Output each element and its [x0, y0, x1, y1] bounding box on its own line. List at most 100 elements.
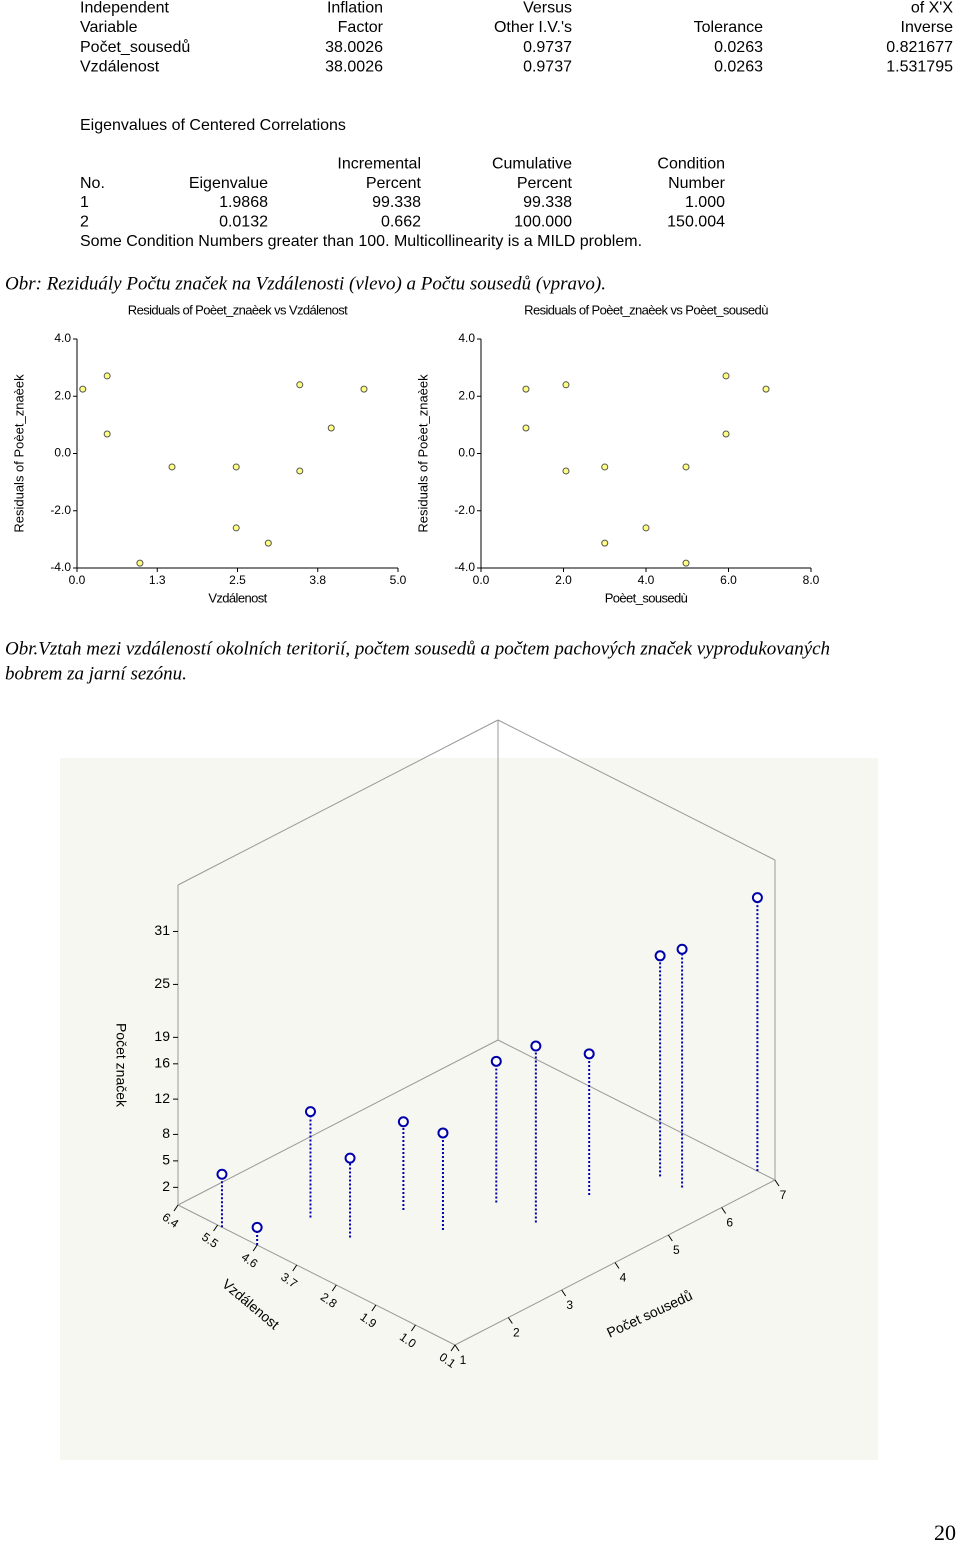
- tick-mark: [213, 1224, 218, 1232]
- column-header: Versus: [523, 0, 572, 17]
- column-header: Number: [668, 175, 726, 192]
- column-header: Incremental: [337, 156, 421, 173]
- table-cell: 38.0026: [325, 39, 383, 56]
- y-tick-label: -2.0: [50, 503, 71, 517]
- x-tick-label: 6.0: [720, 573, 737, 587]
- z-tick-label: 31: [154, 922, 170, 938]
- point: [360, 385, 368, 393]
- column-header: Factor: [338, 19, 384, 36]
- tick-mark: [411, 1324, 416, 1332]
- tick-mark: [721, 1207, 727, 1214]
- column-header: Tolerance: [694, 19, 763, 36]
- table-cell: 1.9868: [219, 194, 268, 211]
- column-header: Inflation: [327, 0, 383, 17]
- caption: Obr.Vztah mezi vzdáleností okolních teri…: [5, 638, 830, 659]
- y-axis-label: Residuals of Poèet_znaèek: [415, 374, 430, 533]
- point: [522, 385, 530, 393]
- x-tick-label: 4: [620, 1271, 627, 1285]
- column-header: Percent: [517, 175, 573, 192]
- tick-mark: [173, 1204, 179, 1212]
- z-tick-label: 8: [162, 1125, 170, 1141]
- column-header: Independent: [80, 0, 170, 17]
- y-tick-label: 4.0: [458, 331, 475, 345]
- x-tick-label: 4.0: [638, 573, 655, 587]
- z-tick-label: 2: [162, 1178, 170, 1194]
- y-tick-label: 2.0: [458, 388, 475, 402]
- table-cell: 38.0026: [325, 59, 383, 76]
- box-edge: [177, 1039, 499, 1206]
- z-tick-label: 5: [162, 1152, 170, 1168]
- point: [327, 424, 335, 432]
- point: [397, 1116, 409, 1128]
- tick-mark: [292, 1264, 298, 1272]
- z-axis-label: Počet značek: [113, 1023, 129, 1108]
- x-tick-label: 3: [566, 1298, 573, 1312]
- x-tick-label: 7: [780, 1188, 787, 1202]
- table-cell: 0.9737: [523, 39, 572, 56]
- y-tick-label: 4.0: [54, 331, 71, 345]
- point: [601, 463, 609, 471]
- point: [562, 381, 570, 389]
- x-tick-label: 0.0: [473, 573, 490, 587]
- tick-mark: [454, 1344, 460, 1352]
- caption: bobrem za jarní sezónu.: [5, 663, 187, 684]
- x-tick-label: 2.0: [555, 573, 572, 587]
- z-tick-label: 12: [154, 1090, 170, 1106]
- z-tick-label: 19: [154, 1028, 170, 1044]
- point: [136, 559, 144, 567]
- point: [562, 467, 570, 475]
- point: [654, 950, 666, 962]
- column-header: Variable: [80, 19, 138, 36]
- y-tick-label: 0.0: [54, 446, 71, 460]
- box-edge: [497, 1039, 776, 1181]
- point: [722, 430, 730, 438]
- chart-title: Residuals of Poèet_znaèek vs Poèet_souse…: [524, 302, 768, 317]
- point: [103, 430, 111, 438]
- point: [103, 372, 111, 380]
- point: [530, 1040, 542, 1052]
- column-header: Other I.V.'s: [494, 19, 572, 36]
- x-tick-label: 2.5: [229, 573, 246, 587]
- point: [522, 424, 530, 432]
- table-cell: 0.0132: [219, 214, 268, 231]
- caption: Obr: Reziduály Počtu značek na Vzdálenos…: [5, 273, 606, 294]
- plot-background: [60, 758, 878, 1460]
- point: [682, 559, 690, 567]
- tick-mark: [667, 1234, 673, 1242]
- point: [264, 539, 272, 547]
- eigen-note: Some Condition Numbers greater than 100.…: [80, 233, 642, 250]
- eigen-title: Eigenvalues of Centered Correlations: [80, 117, 346, 134]
- x-tick-label: 6: [726, 1216, 733, 1230]
- column-header: Condition: [657, 156, 725, 173]
- point: [722, 372, 730, 380]
- point: [490, 1055, 502, 1067]
- tick-mark: [614, 1262, 620, 1269]
- box-edge: [497, 719, 776, 861]
- tick-mark: [371, 1304, 377, 1312]
- table-cell: 0.821677: [886, 39, 953, 56]
- tick-mark: [252, 1244, 258, 1252]
- point: [682, 463, 690, 471]
- table-cell: 1.531795: [886, 59, 953, 76]
- y-tick-label: -4.0: [50, 560, 71, 574]
- table-cell: 1: [80, 194, 89, 211]
- y-tick-label: 2.0: [54, 388, 71, 402]
- column-header: of X'X: [911, 0, 954, 17]
- box-edge: [177, 719, 499, 886]
- point: [296, 381, 304, 389]
- table-cell: 100.000: [514, 214, 572, 231]
- point: [251, 1221, 263, 1233]
- x-tick-label: 5: [673, 1243, 680, 1257]
- page-number: 20: [934, 1520, 956, 1545]
- table-cell: 99.338: [372, 194, 421, 211]
- x-tick-label: 0.0: [69, 573, 86, 587]
- column-header: Cumulative: [492, 156, 572, 173]
- point: [344, 1152, 356, 1164]
- table-cell: 2: [80, 214, 89, 231]
- tick-mark: [561, 1289, 567, 1297]
- column-header: No.: [80, 175, 105, 192]
- point: [601, 539, 609, 547]
- table-cell: Vzdálenost: [80, 59, 160, 76]
- x-tick-label: 1: [460, 1353, 467, 1367]
